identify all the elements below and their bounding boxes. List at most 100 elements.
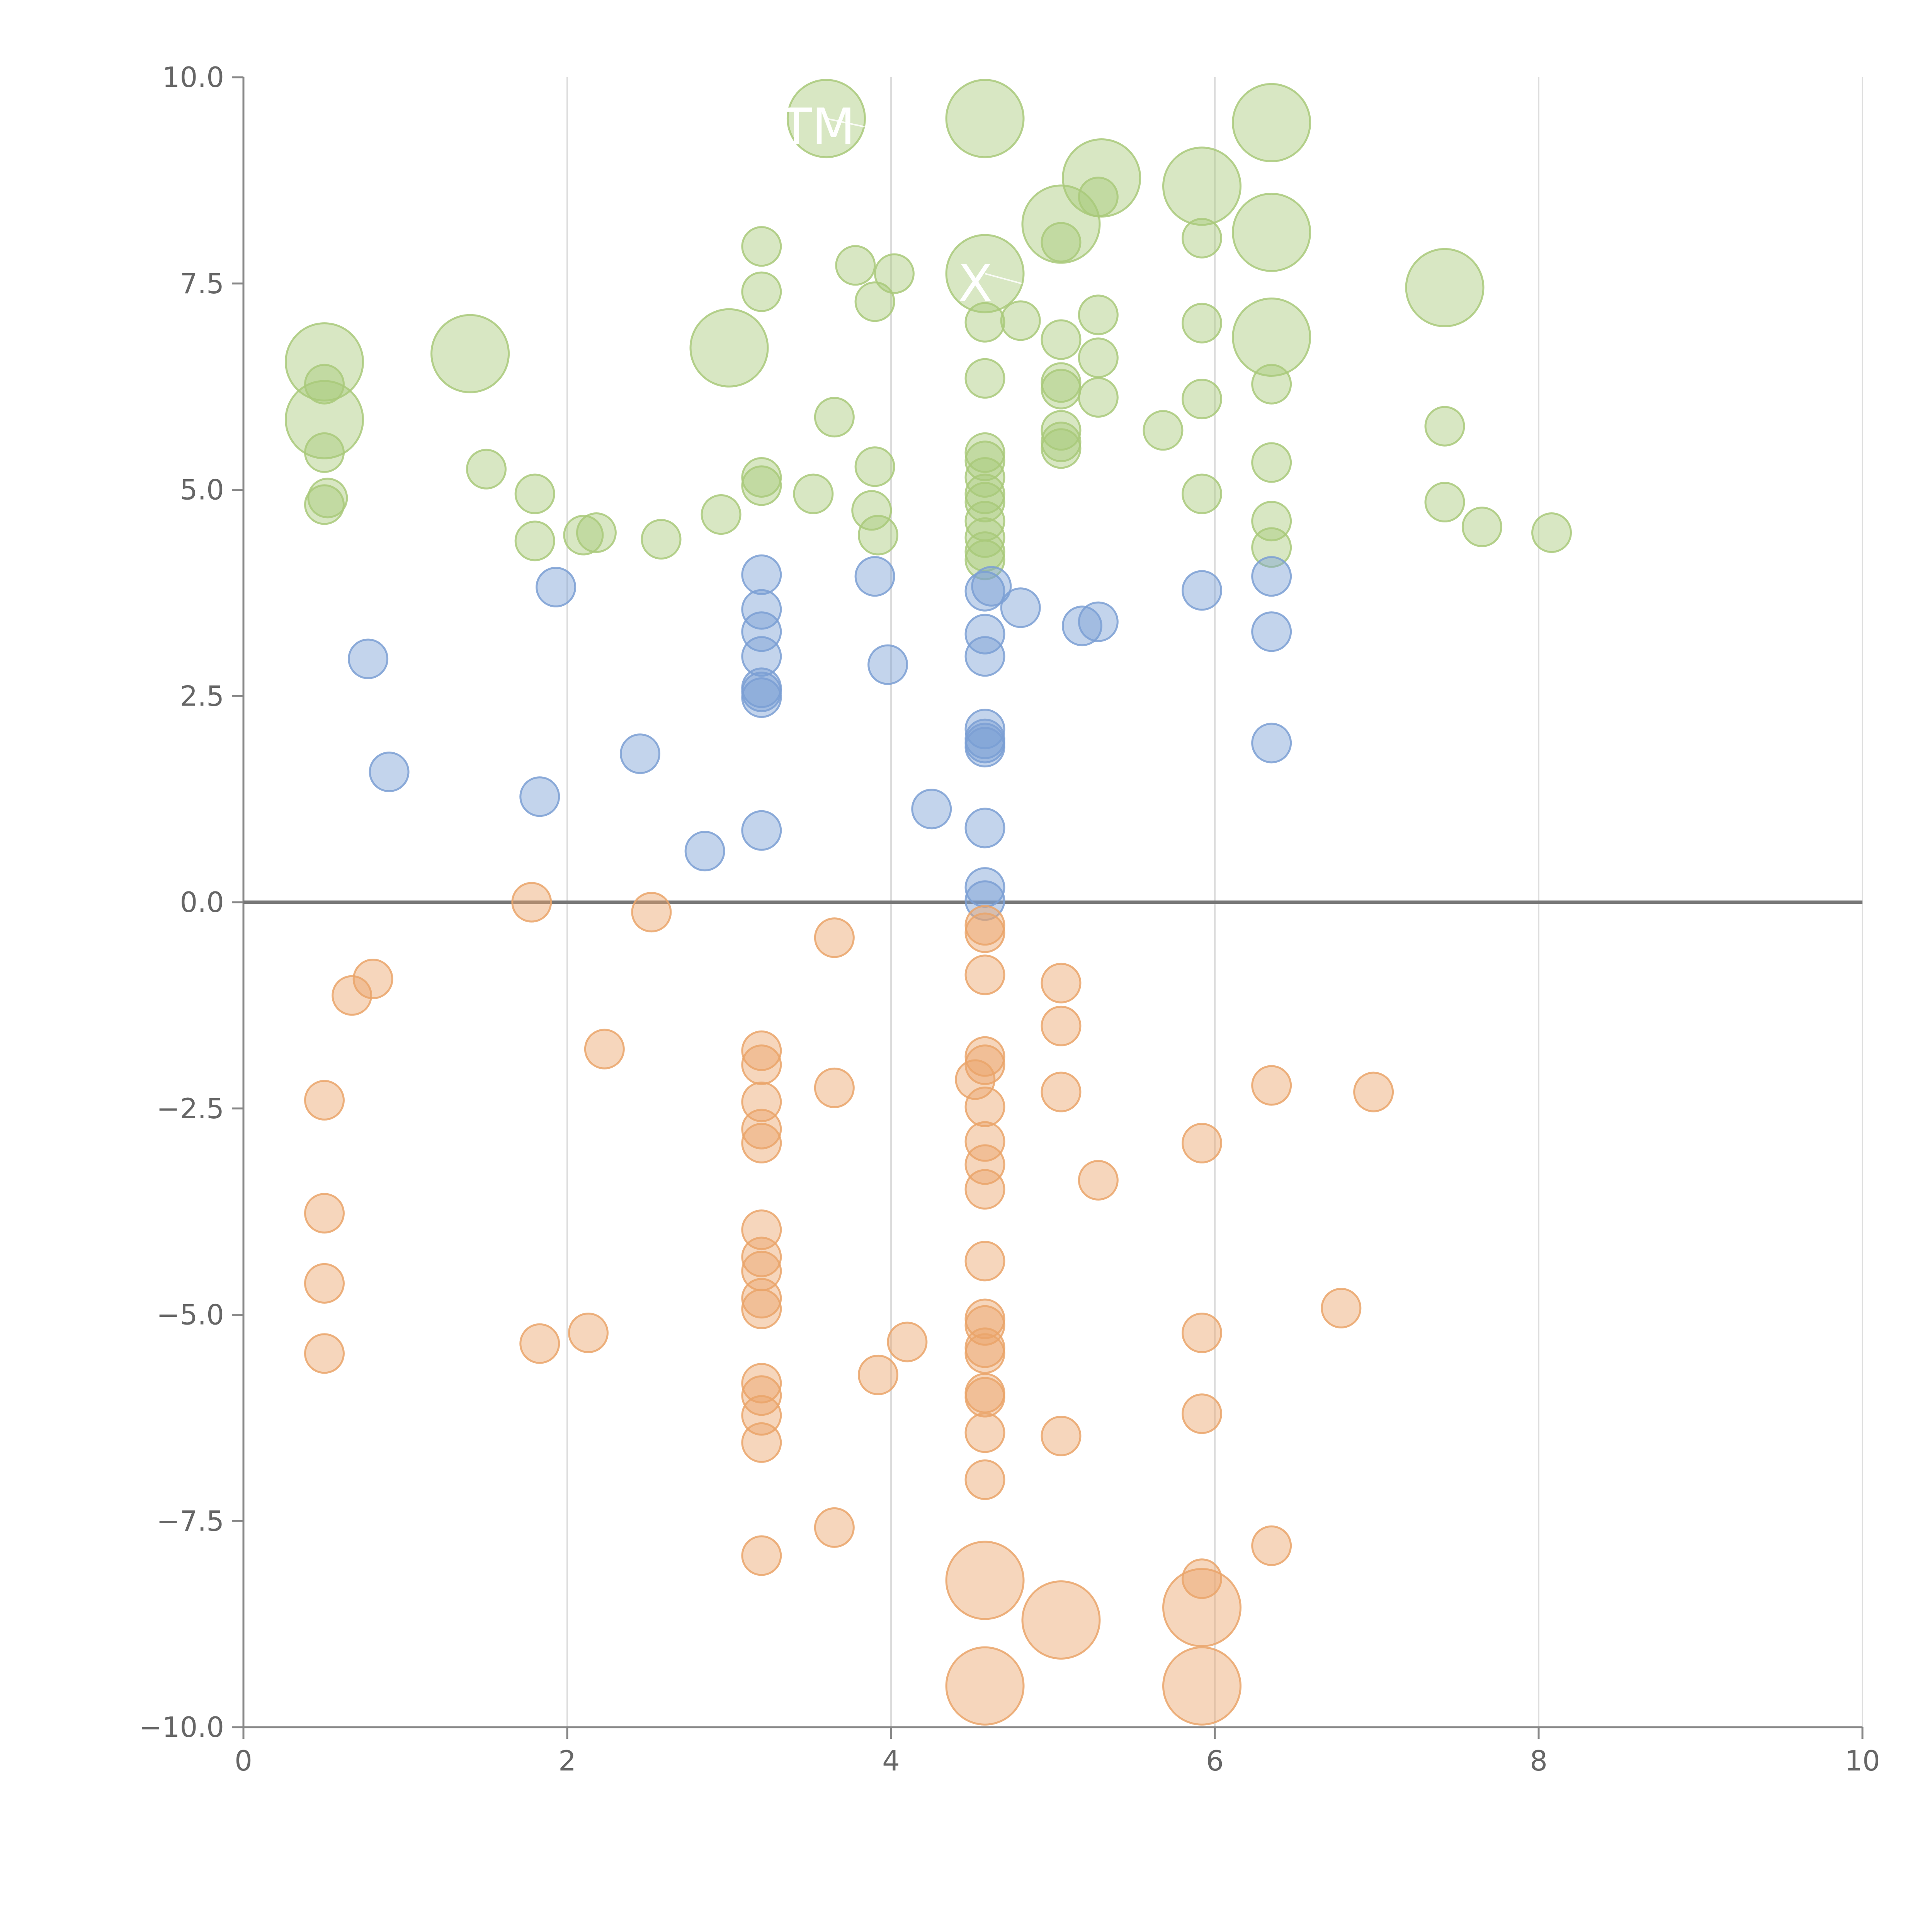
data-point-low: [1181, 1558, 1222, 1599]
data-point-middle: [1061, 605, 1102, 646]
data-point-low: [741, 1363, 782, 1404]
data-point-high: [1041, 428, 1082, 469]
y-tick-label: 0.0: [180, 886, 224, 918]
data-point-low: [1321, 1287, 1362, 1328]
data-point-low: [1162, 1646, 1242, 1726]
data-point-low: [741, 1030, 782, 1071]
data-point-middle: [964, 636, 1005, 677]
data-point-high: [964, 539, 1005, 580]
data-point-low: [1181, 1312, 1222, 1353]
data-points: [285, 79, 1572, 1726]
data-point-high: [1000, 300, 1041, 341]
annotation-leader: [826, 117, 865, 128]
data-point-low: [1181, 1122, 1222, 1163]
data-point-middle: [1251, 611, 1292, 652]
data-point-middle: [741, 589, 782, 630]
data-point-middle: [684, 831, 725, 872]
data-point-high: [854, 446, 895, 487]
data-point-low: [964, 954, 1005, 995]
data-point-high: [1041, 369, 1082, 410]
data-point-low: [741, 1422, 782, 1463]
data-point-high: [1078, 294, 1119, 335]
data-point-high: [857, 515, 898, 556]
data-point-high: [285, 380, 364, 459]
data-point-low: [1353, 1071, 1394, 1112]
data-point-middle: [1251, 556, 1292, 597]
data-point-low: [304, 1193, 345, 1234]
data-point-high: [1181, 473, 1222, 514]
data-point-high: [641, 519, 682, 560]
data-point-low: [741, 1289, 782, 1330]
data-point-low: [1251, 1065, 1292, 1106]
data-point-low: [887, 1321, 928, 1362]
data-point-low: [964, 1412, 1005, 1453]
y-tick-label: −5.0: [156, 1299, 224, 1331]
data-point-high: [741, 226, 782, 267]
y-tick-label: −10.0: [139, 1711, 224, 1743]
data-point-middle: [1251, 723, 1292, 764]
data-point-high: [945, 79, 1025, 158]
data-point-low: [1041, 1071, 1082, 1112]
data-point-middle: [971, 566, 1012, 607]
data-point-low: [964, 1241, 1005, 1282]
data-point-high: [1531, 512, 1572, 553]
x-tick-label: 6: [1206, 1745, 1224, 1777]
data-point-high: [689, 308, 769, 388]
data-point-high: [851, 490, 892, 531]
data-point-high: [964, 440, 1005, 481]
data-point-low: [1162, 1568, 1242, 1647]
x-tick-label: 4: [882, 1745, 900, 1777]
data-point-high: [466, 449, 507, 490]
data-point-high: [964, 457, 1005, 498]
y-tick-label: 2.5: [180, 680, 224, 712]
data-point-high: [430, 314, 510, 393]
data-point-high: [1041, 222, 1082, 263]
data-point-low: [964, 1086, 1005, 1127]
data-point-middle: [964, 709, 1005, 750]
data-point-high: [1232, 83, 1311, 162]
data-point-middle: [536, 566, 577, 607]
data-point-low: [1078, 1160, 1119, 1201]
data-point-low: [945, 1541, 1025, 1620]
data-point-low: [945, 1646, 1025, 1726]
y-tick-label: 5.0: [180, 474, 224, 506]
data-point-low: [814, 1067, 855, 1108]
data-point-middle: [867, 644, 908, 685]
data-point-low: [1181, 1393, 1222, 1434]
x-tick-label: 0: [235, 1745, 252, 1777]
data-point-low: [741, 1109, 782, 1150]
data-point-high: [514, 473, 555, 514]
data-point-high: [1181, 379, 1222, 420]
data-point-high: [1162, 146, 1242, 226]
data-point-high: [563, 515, 604, 556]
data-point-low: [741, 1044, 782, 1085]
data-point-middle: [741, 810, 782, 851]
data-point-high: [814, 397, 855, 438]
data-point-low: [584, 1029, 625, 1070]
data-point-high: [854, 281, 895, 322]
data-point-low: [814, 1507, 855, 1548]
data-point-low: [964, 1333, 1005, 1374]
data-point-middle: [741, 677, 782, 718]
data-point-high: [964, 358, 1005, 399]
data-point-low: [964, 1144, 1005, 1185]
data-point-low: [857, 1354, 898, 1395]
data-point-middle: [1000, 587, 1041, 628]
data-point-middle: [964, 614, 1005, 655]
annotation-label: TM: [781, 97, 855, 156]
data-point-middle: [1181, 570, 1222, 611]
data-point-middle: [741, 611, 782, 652]
data-point-low: [741, 1236, 782, 1277]
x-tick-label: 10: [1845, 1745, 1880, 1777]
data-point-high: [793, 473, 834, 514]
data-point-low: [741, 1278, 782, 1319]
data-point-middle: [741, 636, 782, 677]
axes: 0 2 4 6 8 10 10.0 7.5 5.0 2.5 0.0 −2.5 −5.0 −7.5 −10.0: [139, 61, 1880, 1777]
data-point-middle: [741, 554, 782, 595]
data-point-low: [1041, 963, 1082, 1003]
data-point-middle: [964, 880, 1005, 921]
data-point-high: [1424, 406, 1465, 447]
data-point-low: [964, 912, 1005, 953]
